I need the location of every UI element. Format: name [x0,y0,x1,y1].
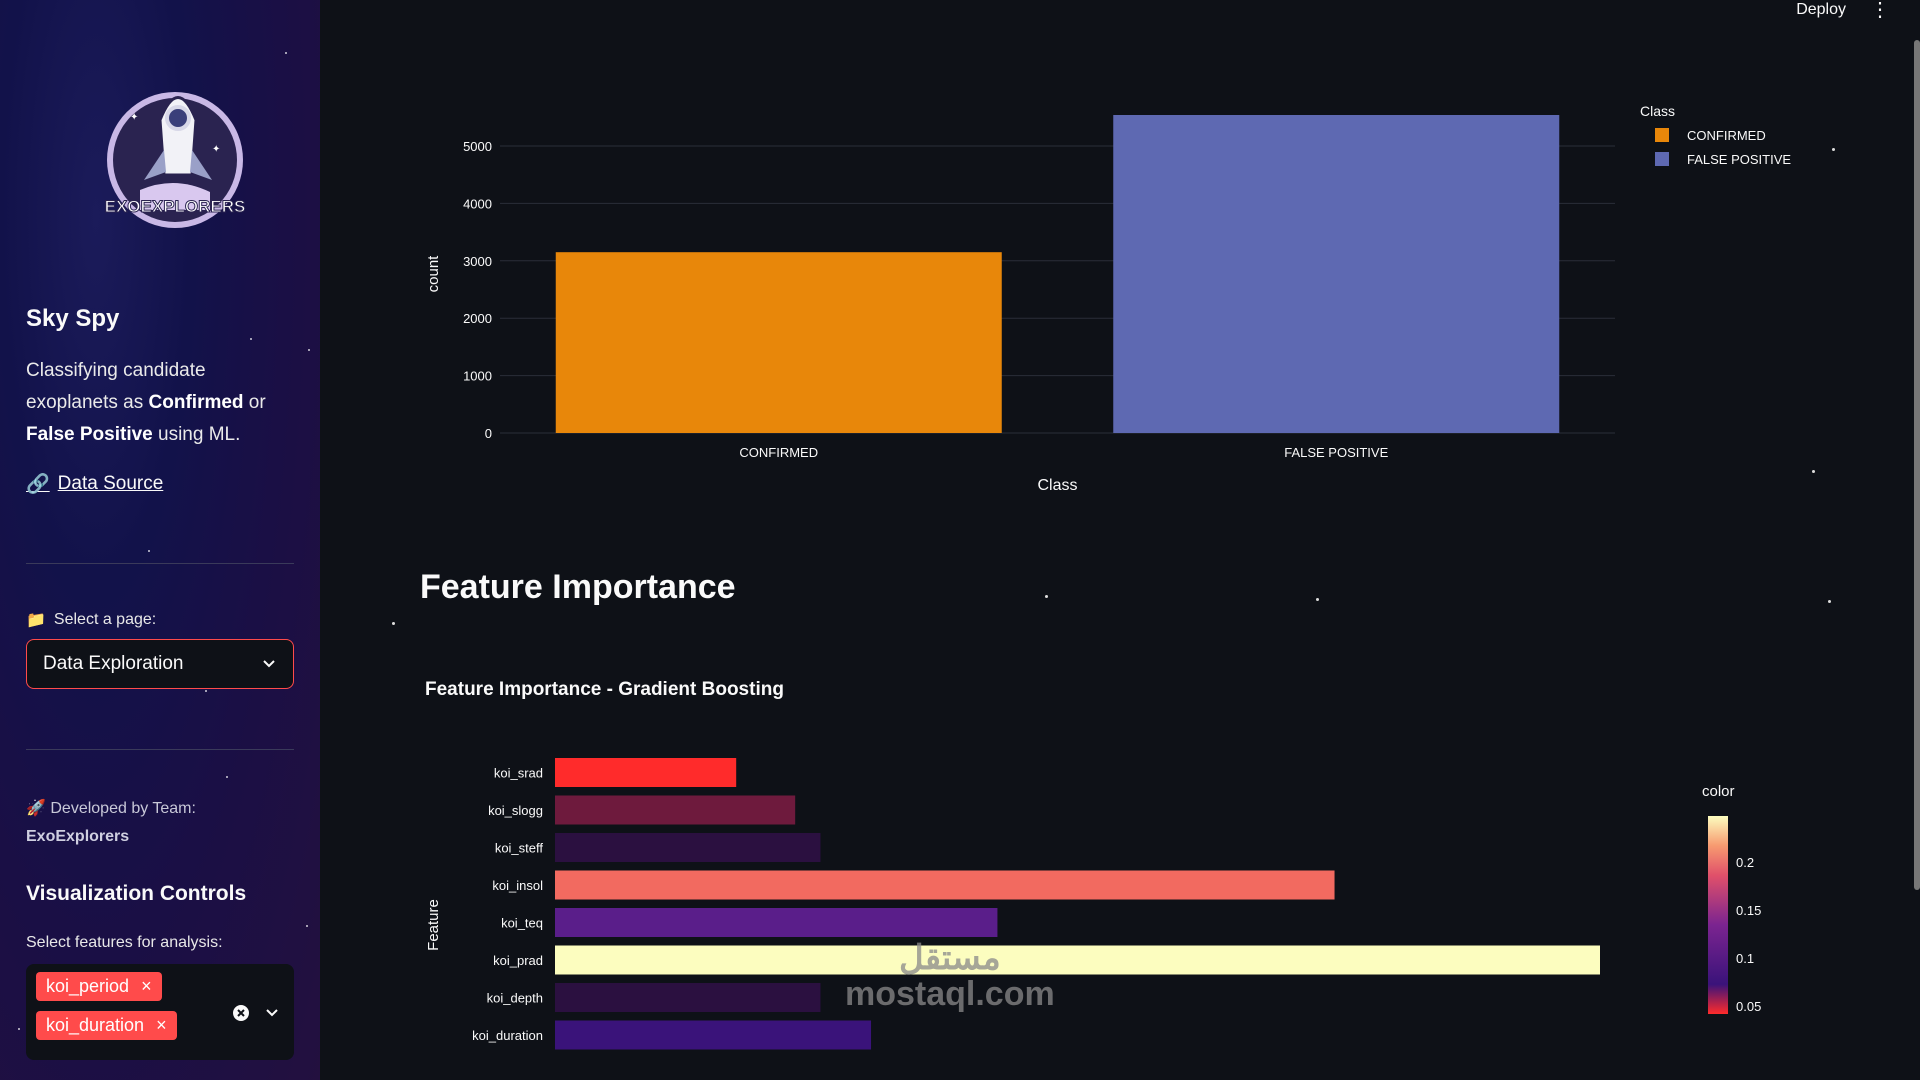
bar-koi-duration [555,1020,872,1050]
exoexplorers-logo: EXOEXPLORERS ✦ ✦ [100,80,250,240]
chevron-down-icon [263,660,275,668]
bar-koi-depth [555,983,821,1012]
bar-koi-srad [555,758,737,787]
data-source-link[interactable]: 🔗 Data Source [26,472,163,496]
developed-by-label: Developed by Team: [50,800,196,817]
developed-by: 🚀 Developed by Team: ExoExplorers [26,795,196,851]
description-text: Classifying candidate exoplanets as [26,360,206,413]
clear-all-icon[interactable] [232,1004,250,1022]
app-title: Sky Spy [26,305,120,332]
feature-importance-heading: Feature Importance [420,568,736,606]
page-select-label-text: Select a page: [53,611,157,628]
colorbar-title: color [1702,783,1735,800]
bar-false-positive [1113,115,1560,433]
y-tick-label: koi_steff [495,841,544,856]
y-tick-label: koi_depth [487,991,543,1006]
divider [26,563,294,564]
top-bar: Deploy ⋮ [1796,0,1890,20]
visualization-controls-title: Visualization Controls [26,882,247,905]
y-tick-label: koi_slogg [488,803,543,818]
colorbar-tick-label: 0.15 [1736,903,1761,918]
feature-chip-label: koi_duration [46,1015,145,1035]
link-icon: 🔗 [26,474,50,495]
y-tick-label: 5000 [463,139,492,154]
chevron-down-icon[interactable] [264,1005,280,1021]
features-label-text: Select features for analysis: [26,934,223,951]
legend-label: FALSE POSITIVE [1687,152,1791,167]
colorbar-tick-label: 0.05 [1736,999,1761,1014]
y-tick-label: koi_teq [501,916,543,931]
star [392,622,395,625]
bar-koi-teq [555,908,998,937]
bar-koi-prad [555,945,1600,975]
page-select-label: 📁 Select a page: [26,610,156,630]
bar-koi-steff [555,833,821,862]
description-false-positive: False Positive [26,424,153,445]
y-tick-label: koi_prad [493,953,543,968]
x-axis-label: Class [1037,477,1077,494]
y-tick-label: 0 [485,426,492,441]
y-axis-label: Feature [425,899,442,951]
bar-koi-slogg [555,795,796,825]
bar-koi-insol [555,870,1335,900]
description-confirmed: Confirmed [148,392,244,413]
feature-chip-label: koi_period [46,976,130,996]
folder-icon: 📁 [26,612,46,629]
app-description: Classifying candidate exoplanets as Conf… [26,355,276,451]
feature-importance-chart: Feature Importance - Gradient Boosting ko… [425,679,1761,1050]
x-tick-label: CONFIRMED [739,445,818,460]
x-tick-label: FALSE POSITIVE [1284,445,1388,460]
team-name: ExoExplorers [26,828,130,845]
colorbar-tick-label: 0.1 [1736,951,1754,966]
description-text: or [243,392,266,413]
watermark: مستقل mostaql.com [845,939,1055,1013]
colorbar [1708,816,1728,1014]
scrollbar[interactable] [1914,40,1920,890]
y-tick-label: 2000 [463,311,492,326]
legend-swatch [1655,152,1669,166]
bar-confirmed [555,252,1002,433]
y-axis-label: count [425,255,442,293]
y-tick-label: koi_srad [494,766,543,781]
star [1316,598,1319,601]
legend-title: Class [1640,103,1675,119]
deploy-button[interactable]: Deploy [1796,1,1846,18]
star [1828,600,1831,603]
y-tick-label: koi_insol [492,878,543,893]
sidebar: EXOEXPLORERS ✦ ✦ Sky Spy Classifying can… [0,0,320,1080]
rocket-icon: 🚀 [26,800,46,817]
feature-chip[interactable]: koi_duration × [36,1011,177,1040]
star [1812,470,1815,473]
class-count-chart: 0 1000 2000 3000 4000 5000 CONFIRMED FALSE POSI… [425,103,1791,494]
y-tick-label: 3000 [463,254,492,269]
feature-multiselect[interactable]: koi_period × koi_duration × [26,964,294,1060]
feature-chip[interactable]: koi_period × [36,972,162,1001]
y-tick-label: koi_duration [472,1028,543,1043]
remove-chip-icon[interactable]: × [156,1015,167,1035]
svg-text:✦: ✦ [130,112,138,123]
logo-text: EXOEXPLORERS [105,197,246,216]
page-select[interactable]: Data Exploration [26,639,294,689]
y-tick-label: 1000 [463,369,492,384]
legend-label: CONFIRMED [1687,128,1766,143]
page-select-value: Data Exploration [43,653,184,674]
svg-text:✦: ✦ [212,144,220,155]
kebab-menu-icon[interactable]: ⋮ [1870,0,1890,21]
y-tick-label: 4000 [463,196,492,211]
star [1045,595,1048,598]
data-source-label: Data Source [57,473,164,494]
divider [26,749,294,750]
chart-title: Feature Importance - Gradient Boosting [425,679,784,700]
remove-chip-icon[interactable]: × [141,976,152,996]
colorbar-tick-label: 0.2 [1736,855,1754,870]
legend-swatch [1655,128,1669,142]
star [1832,148,1835,151]
description-text: using ML. [152,424,241,445]
features-label: Select features for analysis: [26,934,223,952]
